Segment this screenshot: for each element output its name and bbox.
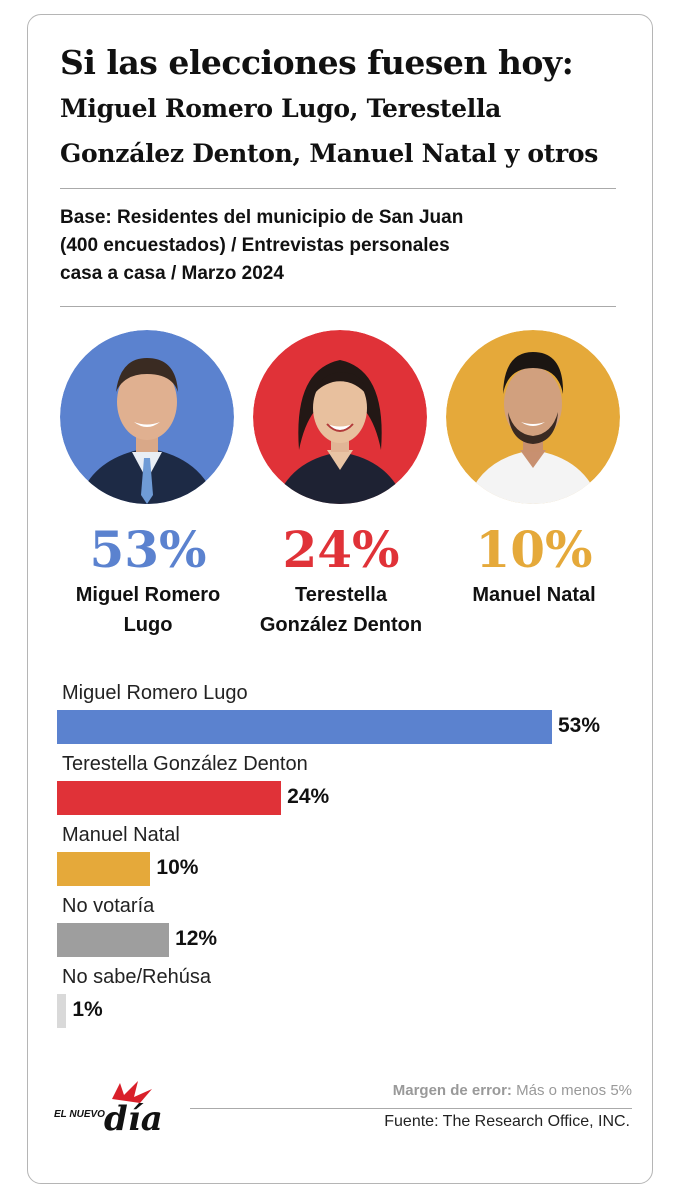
- bar: [57, 994, 67, 1028]
- headline: Si las elecciones fuesen hoy: Miguel Rom…: [60, 42, 640, 174]
- divider: [60, 306, 616, 307]
- source-note: Fuente: The Research Office, INC.: [384, 1113, 630, 1130]
- candidate-photo-romero: [60, 330, 234, 504]
- candidate-name-line-1: Miguel Romero: [75, 584, 221, 606]
- candidate-name-line-2: Lugo: [123, 614, 173, 636]
- el-nuevo-dia-logo: EL NUEVO día: [54, 1075, 174, 1139]
- bar: [57, 710, 552, 744]
- candidate-photo-gonzalez: [253, 330, 427, 504]
- bar-label: Terestella González Denton: [62, 753, 308, 775]
- bar-value-label: 10%: [156, 856, 199, 879]
- margin-label: Margen de error:: [392, 1082, 512, 1099]
- bar-value-label: 24%: [287, 785, 330, 808]
- divider: [60, 188, 616, 189]
- bar-value-label: 53%: [558, 714, 601, 737]
- candidate-photo-natal: [446, 330, 620, 504]
- page-title: Si las elecciones fuesen hoy:: [60, 43, 574, 82]
- candidate-name-romero: Miguel Romero Lugo: [48, 580, 248, 640]
- base-line-3: casa a casa / Marzo 2024: [60, 263, 284, 284]
- base-line-1: Base: Residentes del municipio de San Ju…: [60, 207, 464, 228]
- bar-label: Manuel Natal: [62, 824, 180, 846]
- candidate-name-gonzalez: Terestella González Denton: [241, 580, 441, 640]
- subtitle-line-1: Miguel Romero Lugo, Terestella: [60, 94, 502, 123]
- margin-of-error: Margen de error: Más o menos 5%: [393, 1082, 632, 1099]
- candidate-pct-gonzalez: 24%: [282, 520, 400, 579]
- candidate-pct-romero: 53%: [89, 520, 207, 579]
- candidate-pct-natal: 10%: [475, 520, 593, 579]
- base-line-2: (400 encuestados) / Entrevistas personal…: [60, 235, 450, 256]
- survey-base: Base: Residentes del municipio de San Ju…: [60, 204, 580, 288]
- candidate-name-natal: Manuel Natal: [434, 580, 634, 610]
- bar-label: Miguel Romero Lugo: [62, 682, 248, 704]
- bar-value-label: 12%: [175, 927, 218, 950]
- margin-value: Más o menos 5%: [516, 1082, 632, 1099]
- candidate-name-line-2: González Denton: [259, 614, 423, 636]
- footer-divider: [190, 1108, 632, 1109]
- bar: [57, 923, 170, 957]
- bar-label: No votaría: [62, 895, 155, 917]
- candidate-name-line-1: Manuel Natal: [472, 584, 596, 606]
- candidate-name-line-1: Terestella: [295, 584, 387, 606]
- subtitle-line-2: González Denton, Manuel Natal y otros: [60, 139, 599, 168]
- bar-value-label: 1%: [72, 998, 103, 1021]
- svg-text:día: día: [104, 1099, 163, 1135]
- svg-text:EL NUEVO: EL NUEVO: [54, 1109, 105, 1120]
- bar-label: No sabe/Rehúsa: [62, 966, 211, 988]
- infographic-card: [27, 14, 653, 1184]
- bar: [57, 852, 151, 886]
- bar: [57, 781, 282, 815]
